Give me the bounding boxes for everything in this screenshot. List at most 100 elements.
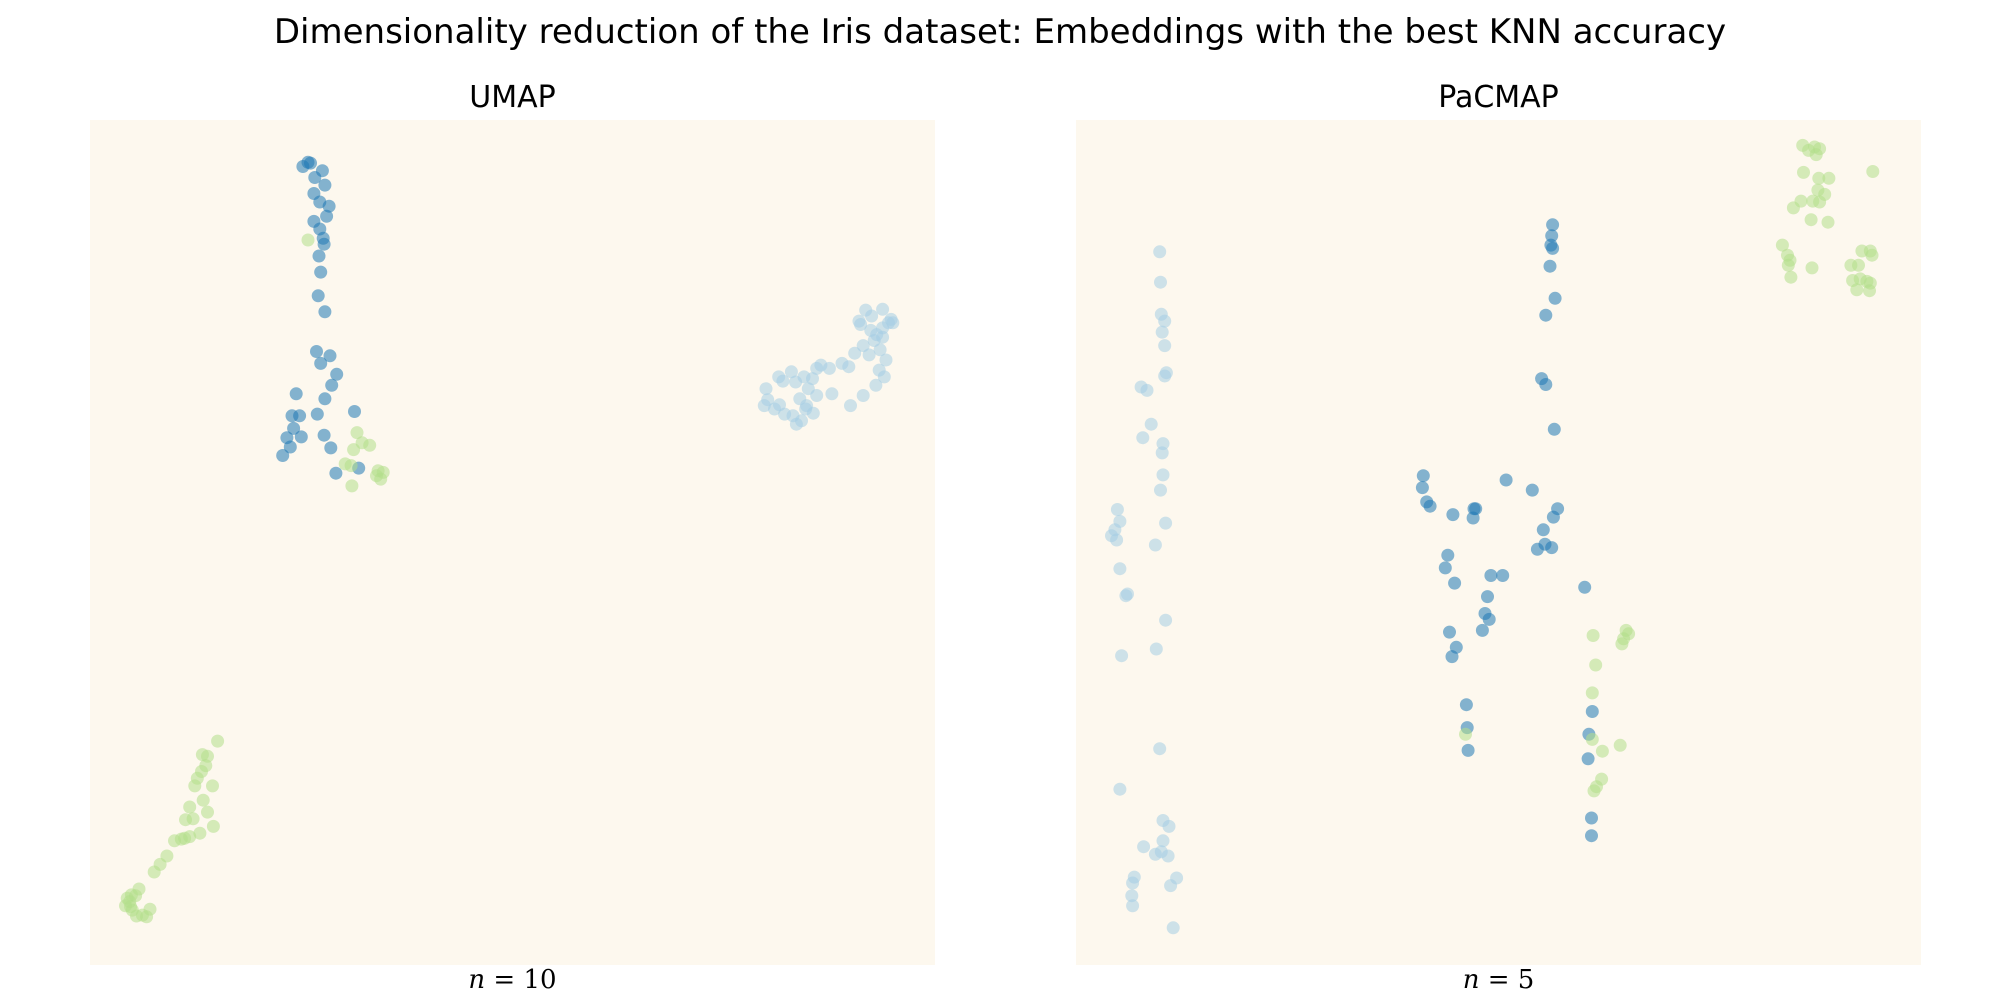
pacmap-panel-title: PaCMAP <box>1438 80 1559 115</box>
data-point-versicolor <box>1530 542 1544 556</box>
data-point-versicolor <box>330 367 344 381</box>
data-point-versicolor <box>287 421 301 435</box>
data-point-virginica <box>1615 637 1629 651</box>
data-point-setosa <box>856 389 870 402</box>
data-point-setosa <box>848 346 862 360</box>
data-point-setosa <box>1149 642 1163 656</box>
data-point-versicolor <box>1484 569 1498 582</box>
data-point-setosa <box>1158 339 1172 353</box>
data-point-setosa <box>1110 533 1124 547</box>
data-point-setosa <box>1159 613 1173 627</box>
data-point-versicolor <box>1545 229 1559 243</box>
data-point-setosa <box>869 378 883 392</box>
data-point-versicolor <box>1539 378 1553 391</box>
data-point-virginica <box>1813 195 1827 209</box>
data-point-setosa <box>1154 483 1167 497</box>
data-point-setosa <box>825 387 839 401</box>
data-point-setosa <box>842 360 856 374</box>
data-point-virginica <box>1585 732 1599 746</box>
data-point-versicolor <box>1441 548 1455 562</box>
data-point-versicolor <box>312 249 326 263</box>
data-point-versicolor <box>1459 698 1473 712</box>
data-point-versicolor <box>283 440 297 454</box>
data-point-virginica <box>193 826 207 840</box>
data-point-virginica <box>1863 284 1876 298</box>
data-point-virginica <box>374 472 388 486</box>
data-point-setosa <box>1126 876 1140 890</box>
data-point-virginica <box>363 438 377 452</box>
data-point-setosa <box>768 402 781 416</box>
data-point-versicolor <box>316 231 330 245</box>
data-point-setosa <box>1156 834 1170 848</box>
data-point-virginica <box>1866 165 1880 178</box>
data-point-setosa <box>859 303 873 317</box>
data-point-virginica <box>347 443 361 457</box>
virginica-series <box>1459 138 1880 798</box>
data-point-versicolor <box>1443 625 1456 639</box>
data-point-virginica <box>211 734 225 748</box>
data-point-virginica <box>206 779 219 793</box>
data-point-setosa <box>1158 369 1172 383</box>
data-point-versicolor <box>1499 473 1513 487</box>
data-point-virginica <box>195 748 209 762</box>
data-point-versicolor <box>1585 811 1598 825</box>
data-point-versicolor <box>314 265 328 279</box>
data-point-versicolor <box>1545 541 1559 555</box>
data-point-setosa <box>1155 446 1169 460</box>
data-point-versicolor <box>289 387 303 401</box>
data-point-setosa <box>806 372 819 386</box>
data-point-virginica <box>124 888 138 902</box>
data-point-virginica <box>1459 727 1472 741</box>
data-point-setosa <box>810 389 824 402</box>
data-point-setosa <box>1161 849 1175 863</box>
data-point-virginica <box>1587 784 1601 798</box>
data-point-virginica <box>143 902 157 916</box>
data-point-versicolor <box>1536 523 1550 537</box>
data-point-setosa <box>856 339 870 353</box>
data-point-setosa <box>1113 782 1127 796</box>
data-point-virginica <box>188 779 202 793</box>
data-point-setosa <box>1136 431 1150 445</box>
pacmap-scatter-plot <box>1076 120 1921 965</box>
data-point-versicolor <box>304 156 317 170</box>
data-point-virginica <box>1613 738 1627 752</box>
data-point-versicolor <box>1539 308 1553 322</box>
umap-xlabel: n = 10 <box>468 965 557 995</box>
data-point-setosa <box>1154 275 1167 289</box>
data-point-versicolor <box>1585 829 1598 843</box>
data-point-setosa <box>1156 437 1170 451</box>
data-point-versicolor <box>1546 510 1560 524</box>
data-point-setosa <box>879 353 893 367</box>
data-point-setosa <box>1126 899 1140 913</box>
data-point-versicolor <box>1416 469 1430 483</box>
umap-scatter-plot <box>90 120 935 965</box>
data-point-versicolor <box>1446 508 1460 522</box>
data-point-virginica <box>1781 258 1795 272</box>
data-point-virginica <box>1813 142 1827 156</box>
data-point-versicolor <box>1423 499 1437 513</box>
data-point-setosa <box>844 399 857 413</box>
data-point-versicolor <box>308 171 322 184</box>
data-point-virginica <box>1865 248 1879 262</box>
data-point-versicolor <box>1445 650 1459 664</box>
data-point-versicolor <box>307 214 321 228</box>
data-point-setosa <box>872 363 886 377</box>
data-point-versicolor <box>1448 576 1462 590</box>
data-point-setosa <box>1119 589 1133 603</box>
data-point-virginica <box>1585 686 1599 700</box>
data-point-virginica <box>196 793 210 807</box>
data-point-setosa <box>1158 314 1172 328</box>
data-point-versicolor <box>1546 241 1560 255</box>
setosa-series <box>757 302 900 431</box>
data-point-setosa <box>1148 538 1162 552</box>
data-point-virginica <box>1821 215 1835 229</box>
umap-panel-title: UMAP <box>469 80 556 115</box>
data-point-versicolor <box>1585 705 1599 718</box>
data-point-virginica <box>1595 744 1609 758</box>
data-point-virginica <box>168 834 181 848</box>
data-point-versicolor <box>1547 422 1561 436</box>
data-point-versicolor <box>318 305 332 319</box>
data-point-versicolor <box>314 356 328 370</box>
data-point-setosa <box>1153 245 1167 259</box>
data-point-setosa <box>1115 649 1129 663</box>
